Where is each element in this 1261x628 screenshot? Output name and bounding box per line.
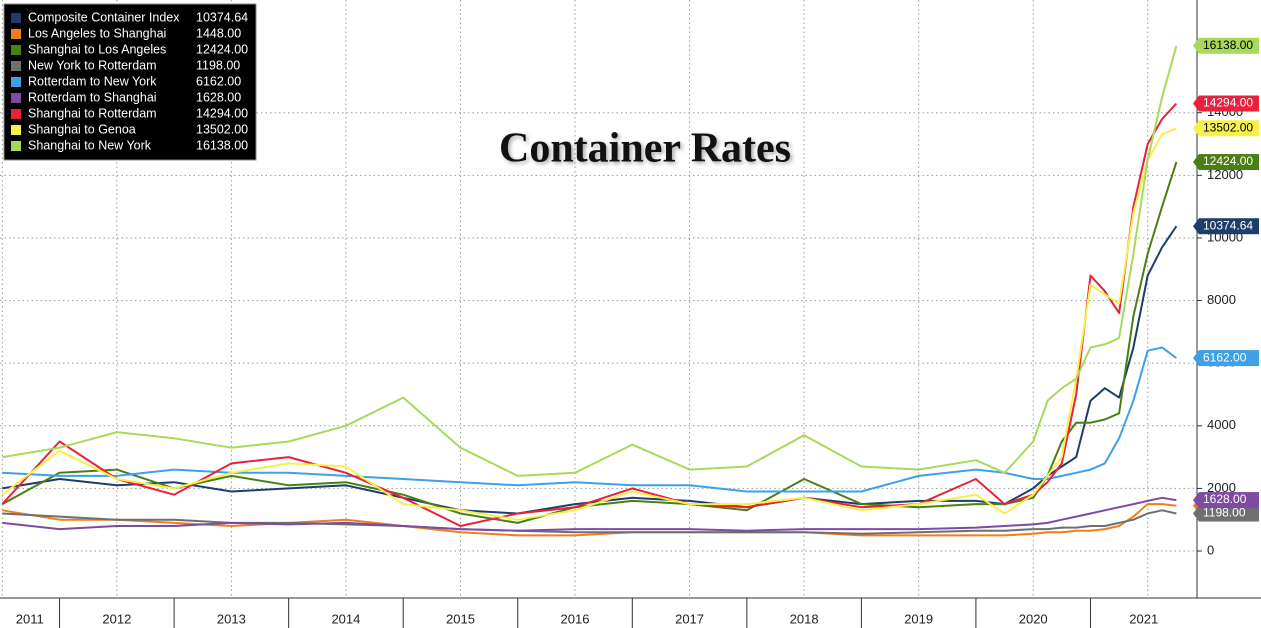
legend-box (3, 3, 257, 161)
legend-label: Shanghai to New York (28, 138, 152, 152)
end-tag (1199, 120, 1259, 137)
legend: Composite Container Index 10374.64 Los Ang… (3, 3, 257, 161)
end-tag (1199, 505, 1259, 522)
legend-swatch (11, 141, 21, 151)
end-tag-pointer (1193, 218, 1199, 235)
legend-swatch (11, 77, 21, 87)
legend-swatch (11, 61, 21, 71)
legend-value: 16138.00 (196, 138, 248, 152)
x-tick-label: 2021 (1129, 611, 1158, 626)
legend-label: Rotterdam to Shanghai (28, 90, 157, 104)
end-tag (1199, 37, 1259, 54)
legend-value: 14294.00 (196, 106, 248, 120)
x-tick-label: 2013 (217, 611, 246, 626)
axes: 0200040006000800010000120001400020112012… (16, 104, 1243, 628)
legend-label: Composite Container Index (28, 10, 180, 24)
legend-swatch (11, 109, 21, 119)
y-tick-label: 0 (1207, 542, 1214, 557)
legend-swatch (11, 125, 21, 135)
end-tag-label: 1198.00 (1203, 506, 1246, 520)
x-tick-label: 2015 (446, 611, 475, 626)
end-tag-pointer (1193, 505, 1199, 522)
end-tag (1199, 95, 1259, 112)
end-tag (1199, 218, 1259, 235)
series-line (2, 346, 1177, 493)
end-tag-label: 16138.00 (1203, 38, 1253, 52)
series-line (2, 225, 1178, 515)
end-tag-pointer (1193, 492, 1199, 509)
legend-label: Shanghai to Genoa (28, 122, 136, 136)
end-tag (1199, 492, 1259, 509)
end-tag-label: 10374.64 (1203, 218, 1253, 232)
end-tag-label: 1628.00 (1203, 492, 1247, 506)
series-line (2, 45, 1178, 477)
end-tag-pointer (1193, 350, 1199, 367)
grid (0, 0, 1197, 598)
y-tick-label: 12000 (1207, 167, 1243, 182)
x-tick-label: 2017 (675, 611, 704, 626)
x-tick-label: 2014 (331, 611, 360, 626)
series-line (2, 509, 1177, 535)
y-tick-label: 8000 (1207, 292, 1236, 307)
legend-label: Shanghai to Los Angeles (28, 42, 166, 56)
end-tag-label: 14294.00 (1203, 96, 1253, 110)
legend-value: 12424.00 (196, 42, 248, 56)
legend-swatch (11, 93, 21, 103)
lines (1, 45, 1178, 537)
legend-value: 1448.00 (196, 26, 241, 40)
y-tick-label: 2000 (1207, 480, 1236, 495)
end-tag-pointer (1193, 154, 1199, 171)
chart-title: Container Rates (499, 126, 791, 172)
x-tick-label: 2012 (102, 611, 131, 626)
legend-swatch (11, 13, 21, 23)
x-tick-label: 2020 (1019, 611, 1048, 626)
end-tag-label: 12424.00 (1203, 154, 1253, 168)
x-tick-label: 2019 (904, 611, 933, 626)
series-line (1, 127, 1177, 521)
x-tick-label: 2018 (790, 611, 819, 626)
legend-value: 13502.00 (196, 122, 248, 136)
end-tag-label: 13502.00 (1203, 120, 1253, 134)
x-tick-label: 2011 (16, 611, 44, 626)
end-tag-pointer (1193, 120, 1199, 137)
legend-label: Shanghai to Rotterdam (28, 106, 157, 120)
legend-swatch (11, 45, 21, 55)
legend-value: 1198.00 (196, 58, 240, 72)
end-tag (1199, 350, 1259, 367)
legend-value: 1628.00 (196, 90, 241, 104)
legend-value: 10374.64 (196, 10, 248, 24)
x-tick-label: 2016 (561, 611, 590, 626)
end-tag (1199, 154, 1259, 171)
legend-value: 6162.00 (196, 74, 241, 88)
end-tag-label: 6162.00 (1203, 350, 1247, 364)
end-tags: 10374.641448.0012424.001198.006162.00162… (1193, 37, 1259, 522)
legend-swatch (11, 29, 21, 39)
legend-label: Rotterdam to New York (28, 74, 157, 88)
series-line (2, 496, 1177, 532)
end-tag-pointer (1193, 95, 1199, 112)
legend-label: New York to Rotterdam (28, 58, 157, 72)
y-tick-label: 4000 (1207, 417, 1236, 432)
end-tag-pointer (1193, 37, 1199, 54)
legend-label: Los Angeles to Shanghai (28, 26, 166, 40)
